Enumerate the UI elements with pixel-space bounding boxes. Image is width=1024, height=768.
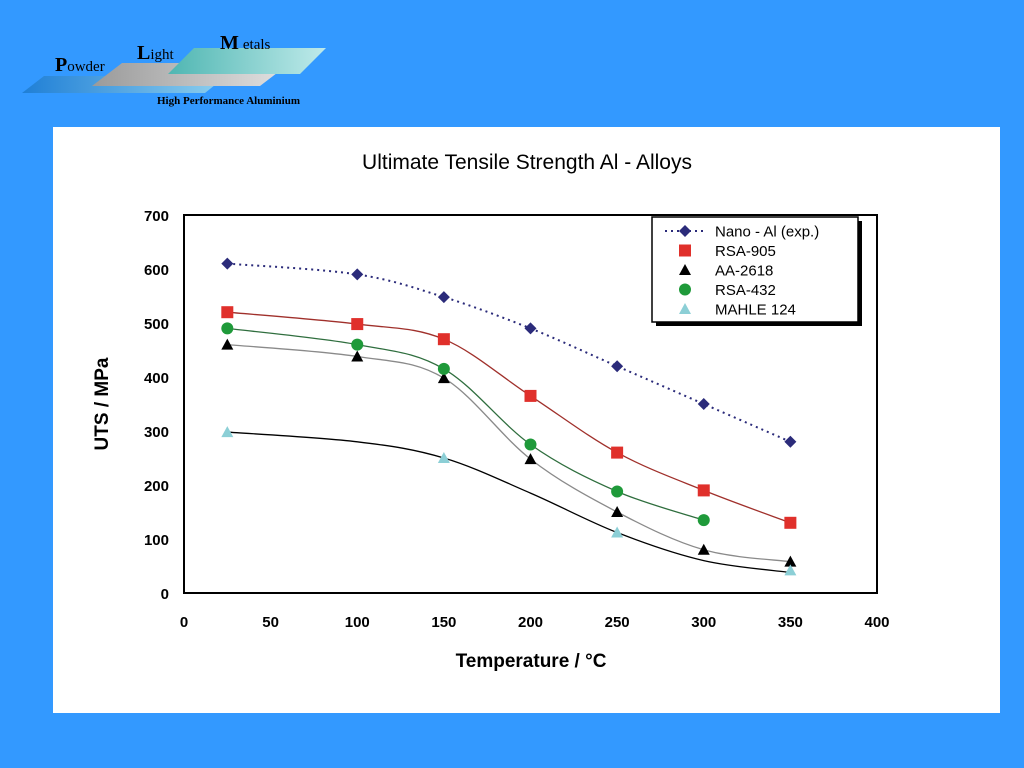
- legend-label: Nano - Al (exp.): [715, 224, 819, 241]
- data-point: [351, 350, 364, 362]
- data-point: [611, 506, 624, 517]
- logo-word-light: ight: [150, 47, 174, 63]
- y-axis-ticks: 0 100 200 300 400 500 600 700: [144, 208, 169, 603]
- x-tick-label: 50: [262, 614, 279, 631]
- data-point: [437, 362, 450, 375]
- data-point: [784, 555, 797, 567]
- legend-marker: [679, 303, 691, 314]
- data-point: [524, 453, 537, 465]
- data-point: [437, 333, 450, 346]
- data-point: [437, 452, 450, 463]
- data-point: [524, 322, 537, 335]
- x-tick-label: 0: [180, 614, 188, 631]
- data-point: [784, 516, 797, 529]
- data-point: [784, 564, 797, 576]
- y-tick-label: 400: [144, 370, 169, 387]
- data-point: [437, 372, 450, 384]
- x-tick-label: 200: [518, 614, 543, 631]
- logo-band-teal: [168, 48, 326, 74]
- data-point: [611, 360, 624, 373]
- data-point: [351, 338, 364, 351]
- legend-label: MAHLE 124: [715, 302, 796, 319]
- data-point: [697, 543, 710, 555]
- x-tick-label: 400: [864, 614, 889, 631]
- logo-initial-m: M: [220, 32, 239, 54]
- logo-initial-p: P: [55, 54, 67, 76]
- data-point: [351, 318, 364, 331]
- x-tick-label: 150: [431, 614, 456, 631]
- data-point: [697, 398, 710, 410]
- data-point: [611, 526, 624, 538]
- series-markers: [221, 257, 797, 576]
- y-tick-label: 600: [144, 262, 169, 279]
- data-point: [524, 389, 537, 402]
- legend-label: AA-2618: [715, 263, 773, 280]
- x-tick-label: 350: [778, 614, 803, 631]
- svg-text:Light: Light: [137, 42, 175, 64]
- data-point: [221, 322, 234, 335]
- data-point: [437, 291, 450, 304]
- x-axis-ticks: 0 50 100 150 200 250 300 350 400: [180, 614, 890, 631]
- x-tick-label: 250: [605, 614, 630, 631]
- y-tick-label: 200: [144, 478, 169, 495]
- x-tick-label: 100: [345, 614, 370, 631]
- logo-tagline: High Performance Aluminium: [157, 95, 300, 107]
- data-point: [697, 484, 710, 497]
- data-point: [221, 257, 234, 270]
- series-line-4: [227, 431, 791, 574]
- logo-word-metals: etals: [243, 37, 271, 53]
- data-point: [697, 514, 710, 527]
- data-point: [221, 306, 234, 319]
- chart-panel: Ultimate Tensile Strength Al - Alloys 0 1…: [53, 127, 1000, 713]
- logo-initial-l: L: [137, 42, 150, 64]
- svg-text:Powder: Powder: [55, 54, 105, 76]
- y-tick-label: 300: [144, 424, 169, 441]
- x-tick-label: 300: [691, 614, 716, 631]
- legend-label: RSA-432: [715, 282, 776, 299]
- legend-marker: [679, 283, 691, 296]
- x-axis-label: Temperature / °C: [456, 651, 607, 672]
- data-point: [221, 426, 234, 438]
- uts-chart: Ultimate Tensile Strength Al - Alloys 0 1…: [92, 151, 890, 672]
- y-axis-label: UTS / MPa: [92, 357, 113, 450]
- data-point: [351, 268, 364, 281]
- y-tick-label: 700: [144, 208, 169, 225]
- legend-marker: [679, 225, 691, 237]
- logo-word-powder: owder: [67, 59, 105, 75]
- y-tick-label: 500: [144, 316, 169, 333]
- legend-label: RSA-905: [715, 243, 776, 260]
- y-tick-label: 100: [144, 532, 169, 549]
- y-tick-label: 0: [161, 586, 169, 603]
- data-point: [784, 435, 797, 448]
- chart-legend: Nano - Al (exp.) RSA-905 AA-2618 RSA-432 MAH…: [651, 216, 862, 326]
- data-point: [611, 485, 624, 498]
- legend-marker: [679, 264, 691, 275]
- data-point: [524, 438, 537, 451]
- chart-title: Ultimate Tensile Strength Al - Alloys: [362, 151, 692, 174]
- data-point: [221, 338, 234, 350]
- legend-marker: [679, 244, 691, 257]
- data-point: [611, 446, 624, 459]
